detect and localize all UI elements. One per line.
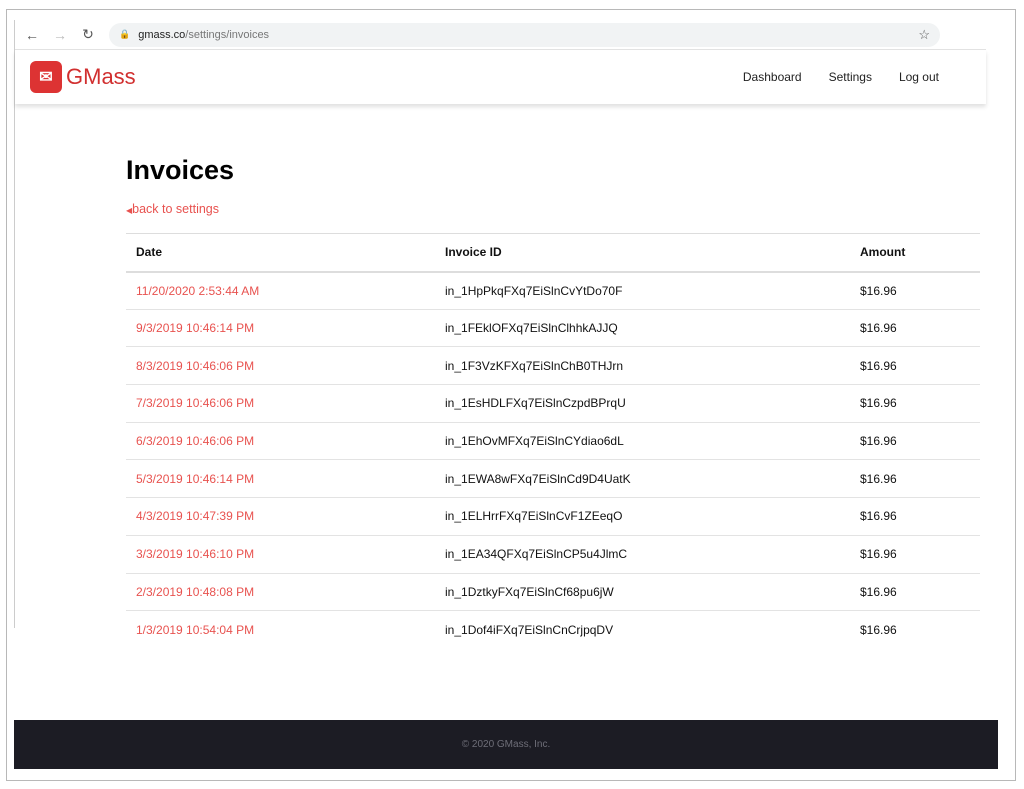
amount-cell: $16.96 [850, 309, 980, 348]
invoice-id-cell: in_1EA34QFXq7EiSlnCP5u4JlmC [435, 535, 850, 574]
address-bar[interactable]: 🔒 gmass.co/settings/invoices ☆ [109, 22, 940, 47]
screenshot-frame [6, 9, 1016, 781]
browser-window: ← → ↻ 🔒 gmass.co/settings/invoices ☆ ✉ G… [14, 20, 986, 628]
table-row: 8/3/2019 10:46:06 PM in_1F3VzKFXq7EiSlnCh… [126, 346, 980, 386]
invoice-id-cell: in_1EWA8wFXq7EiSlnCd9D4UatK [435, 459, 850, 499]
invoice-id-cell: in_1Dof4iFXq7EiSlnCnCrjpqDV [445, 622, 614, 637]
forward-arrow-icon[interactable]: → [53, 26, 67, 43]
table-row: 2/3/2019 10:48:08 PM in_1DztkyFXq7EiSlnCf… [126, 573, 980, 612]
amount-cell: $16.96 [850, 573, 980, 612]
table-row: 5/3/2019 10:46:14 PM in_1EWA8wFXq7EiSlnCd… [126, 459, 980, 499]
brand-name[interactable]: GMass [66, 64, 136, 89]
table-row: 3/3/2019 10:46:10 PM in_1EA34QFXq7EiSlnCP… [126, 535, 980, 574]
nav-dashboard[interactable]: Dashboard [742, 70, 802, 84]
invoice-date-link[interactable]: 11/20/2020 2:53:44 AM [126, 271, 435, 310]
table-row: 1/3/2019 10:54:04 PM in_1Dof4iFXq7EiSlnCn… [126, 611, 980, 649]
caret-left-icon: ◀ [126, 206, 133, 215]
invoice-date-link[interactable]: 2/3/2019 10:48:08 PM [126, 573, 435, 612]
invoice-id-cell: in_1EsHDLFXq7EiSlnCzpdBPrqU [435, 384, 850, 423]
amount-cell: $16.96 [850, 271, 980, 310]
table-row: 4/3/2019 10:47:39 PM in_1ELHrrFXq7EiSlnCv… [126, 497, 980, 536]
invoice-date-link[interactable]: 6/3/2019 10:46:06 PM [126, 422, 435, 461]
invoices-table: Date Invoice ID Amount 11/20/2020 2:53:4… [126, 233, 980, 648]
invoice-date-link[interactable]: 8/3/2019 10:46:06 PM [126, 346, 435, 386]
table-row: 9/3/2019 10:46:14 PM in_1FEklOFXq7EiSlnCl… [126, 309, 980, 348]
amount-cell: $16.96 [860, 622, 897, 637]
header-amount: Amount [850, 233, 980, 273]
invoice-id-cell: in_1DztkyFXq7EiSlnCf68pu6jW [435, 573, 850, 612]
copyright: © 2020 GMass, Inc. [461, 739, 551, 750]
header-date: Date [126, 233, 435, 273]
invoice-date-link[interactable]: 3/3/2019 10:46:10 PM [126, 535, 435, 574]
url-path: /settings/invoices [185, 28, 270, 41]
lock-icon: 🔒 [119, 29, 131, 39]
footer: © 2020 GMass, Inc. [14, 720, 998, 769]
nav-settings[interactable]: Settings [828, 70, 872, 84]
amount-cell: $16.96 [850, 346, 980, 386]
invoice-date-link[interactable]: 7/3/2019 10:46:06 PM [126, 384, 435, 423]
invoice-date-link[interactable]: 5/3/2019 10:46:14 PM [126, 459, 435, 499]
back-link-label: back to settings [132, 202, 220, 216]
invoice-id-cell: in_1HpPkqFXq7EiSlnCvYtDo70F [435, 271, 850, 310]
back-to-settings-link[interactable]: ◀back to settings [126, 202, 980, 216]
amount-cell: $16.96 [850, 384, 980, 423]
invoice-date-link[interactable]: 9/3/2019 10:46:14 PM [126, 309, 435, 348]
invoice-date-link[interactable]: 4/3/2019 10:47:39 PM [126, 497, 435, 536]
amount-cell: $16.96 [850, 459, 980, 499]
amount-cell: $16.96 [850, 497, 980, 536]
amount-cell: $16.96 [850, 422, 980, 461]
invoice-date-link[interactable]: 1/3/2019 10:54:04 PM [136, 622, 255, 637]
browser-toolbar: ← → ↻ 🔒 gmass.co/settings/invoices ☆ [15, 20, 986, 50]
url-host: gmass.co [138, 28, 186, 41]
back-arrow-icon[interactable]: ← [25, 26, 39, 43]
nav-logout[interactable]: Log out [898, 70, 939, 84]
invoice-id-cell: in_1ELHrrFXq7EiSlnCvF1ZEeqO [435, 497, 850, 536]
invoice-id-cell: in_1F3VzKFXq7EiSlnChB0THJrn [435, 346, 850, 386]
bookmark-star-icon[interactable]: ☆ [918, 26, 930, 42]
site-navbar: ✉ GMass Dashboard Settings Log out [15, 50, 986, 104]
amount-cell: $16.96 [850, 535, 980, 574]
reload-icon[interactable]: ↻ [82, 26, 94, 42]
invoice-id-cell: in_1EhOvMFXq7EiSlnCYdiao6dL [435, 422, 850, 461]
invoice-id-cell: in_1FEklOFXq7EiSlnClhhkAJJQ [435, 309, 850, 348]
nav-menu: Dashboard Settings Log out [743, 70, 939, 84]
main-content: Invoices ◀back to settings Date Invoice … [126, 155, 980, 648]
table-row: 11/20/2020 2:53:44 AM in_1HpPkqFXq7EiSlnC… [126, 271, 980, 310]
header-invoice-id: Invoice ID [435, 233, 850, 273]
table-row: 6/3/2019 10:46:06 PM in_1EhOvMFXq7EiSlnCY… [126, 422, 980, 461]
table-row: 7/3/2019 10:46:06 PM in_1EsHDLFXq7EiSlnCz… [126, 384, 980, 423]
page-title: Invoices [126, 155, 235, 185]
gmass-logo-icon[interactable]: ✉ [30, 61, 62, 93]
